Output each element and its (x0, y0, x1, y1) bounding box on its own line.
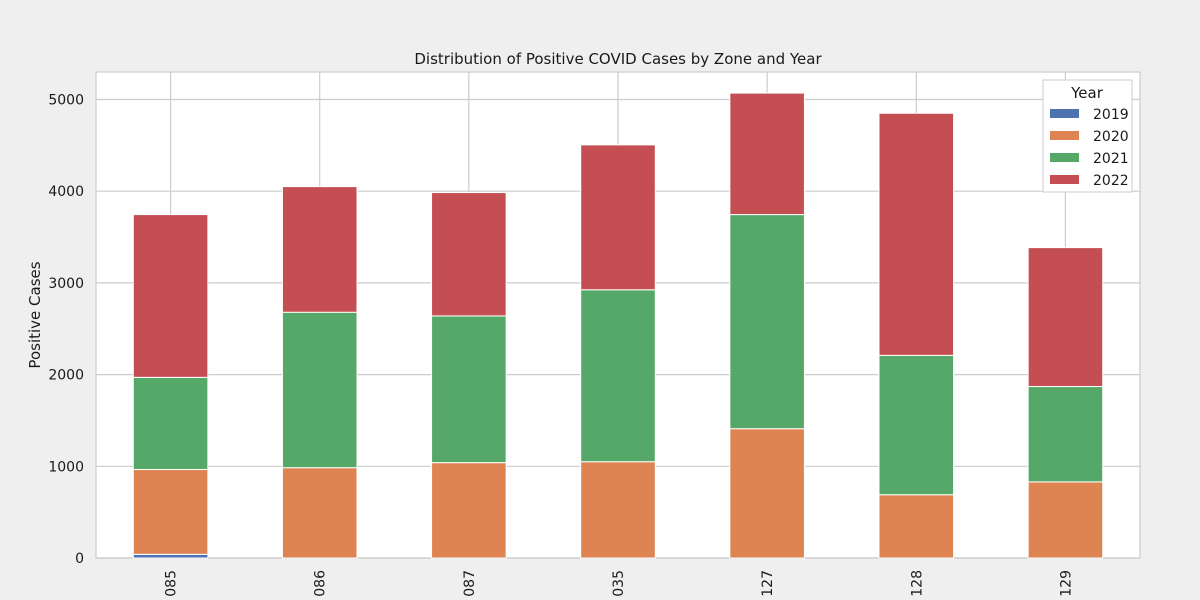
y-axis-ticks: 0 1000 2000 3000 4000 5000 (48, 93, 84, 567)
bar-segment-2020 (580, 461, 656, 559)
bar-segment-2020 (132, 469, 209, 555)
bar-segment-2022 (431, 192, 507, 317)
legend-label: 2022 (1093, 173, 1129, 189)
bar-segment-2022 (132, 214, 209, 378)
y-tick-label: 3000 (48, 276, 84, 292)
legend-swatch-2020 (1050, 131, 1079, 140)
bar-segment-2020 (281, 467, 358, 559)
bar-segment-2022 (580, 144, 656, 291)
x-tick-label: 127 (760, 570, 776, 597)
bar-segment-2021 (132, 376, 209, 471)
bar-segment-2019 (132, 553, 209, 559)
legend-swatch-2019 (1050, 109, 1079, 118)
y-tick-label: 1000 (48, 459, 84, 475)
y-tick-label: 0 (75, 551, 84, 567)
bar-segment-2020 (431, 462, 507, 559)
bar-segment-2020 (1027, 481, 1104, 559)
x-tick-label: 086 (313, 570, 329, 597)
bar-segment-2020 (729, 428, 805, 559)
chart-title: Distribution of Positive COVID Cases by … (414, 50, 822, 68)
legend-swatch-2022 (1050, 175, 1079, 184)
x-axis-ticks: 085 086 087 035 127 128 129 (164, 570, 1075, 597)
bar-segment-2021 (729, 214, 805, 430)
legend: Year 2019 2020 2021 2022 (1042, 79, 1133, 193)
bar-segment-2022 (281, 186, 358, 313)
x-tick-label: 128 (909, 570, 925, 597)
legend-swatch-2021 (1050, 153, 1079, 162)
bar-segment-2021 (1027, 386, 1104, 483)
bar-segment-2020 (878, 494, 955, 559)
x-tick-label: 129 (1058, 570, 1074, 597)
legend-title: Year (1070, 84, 1104, 102)
x-tick-label: 087 (462, 570, 478, 597)
legend-label: 2019 (1093, 107, 1129, 123)
bar-segment-2021 (281, 311, 358, 469)
y-tick-label: 2000 (48, 368, 84, 384)
bar-segment-2021 (878, 354, 955, 496)
bars (132, 92, 1104, 559)
x-tick-label: 085 (164, 570, 180, 597)
x-tick-label: 035 (611, 570, 627, 597)
bar-segment-2022 (1027, 247, 1104, 388)
legend-label: 2020 (1093, 129, 1129, 145)
legend-label: 2021 (1093, 151, 1129, 167)
bar-segment-2022 (729, 92, 805, 216)
y-axis-label: Positive Cases (26, 261, 44, 368)
y-tick-label: 5000 (48, 93, 84, 109)
bar-segment-2021 (431, 315, 507, 464)
bar-segment-2022 (878, 112, 955, 356)
y-tick-label: 4000 (48, 184, 84, 200)
bar-segment-2021 (580, 289, 656, 463)
